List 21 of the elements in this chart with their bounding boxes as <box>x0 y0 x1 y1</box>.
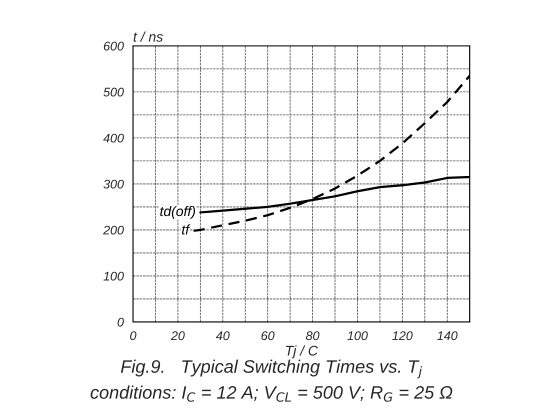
y-tick-label: 100 <box>103 272 124 281</box>
x-tick-label: 40 <box>216 331 230 340</box>
x-tick-label: 80 <box>306 331 320 340</box>
x-axis-title: Tj / C <box>286 345 318 358</box>
y-tick-label: 0 <box>118 318 124 327</box>
x-tick-label: 60 <box>261 331 275 340</box>
series-label: td(off) <box>160 206 196 219</box>
x-tick-label: 120 <box>392 331 413 340</box>
x-tick-label: 0 <box>130 331 136 340</box>
y-axis-title: t / ns <box>134 32 163 42</box>
text: conditions: I$_{C}$ = 12 A; V$_{CL}$ = 500 V; R$_{G}$ = 25 Ω <box>90 386 452 402</box>
y-tick-label: 400 <box>103 134 124 143</box>
text: Fig.9. Typical Switching Times vs. T$_{j}$ <box>120 360 422 378</box>
series-label: tf <box>182 224 190 235</box>
y-tick-label: 600 <box>104 42 124 51</box>
x-tick-label: 100 <box>347 331 368 340</box>
x-tick-label: 20 <box>170 331 185 340</box>
y-tick-label: 500 <box>103 88 124 97</box>
x-tick-label: 140 <box>437 331 458 340</box>
y-tick-label: 300 <box>103 180 124 189</box>
y-tick-label: 200 <box>103 226 124 235</box>
